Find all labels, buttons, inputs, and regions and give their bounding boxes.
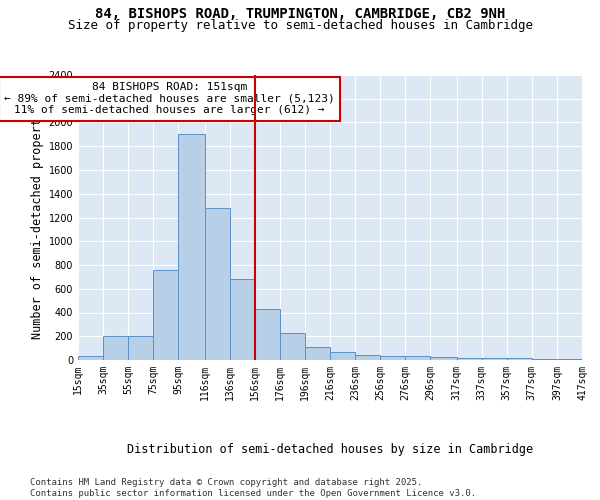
Bar [255,309,280,360]
Bar [355,354,380,360]
Bar [78,356,103,360]
Bar [178,134,205,360]
Bar [405,356,430,360]
Bar [305,347,330,360]
Bar [128,336,153,360]
Text: Contains HM Land Registry data © Crown copyright and database right 2025.
Contai: Contains HM Land Registry data © Crown c… [30,478,476,498]
Bar [230,279,255,360]
Bar [507,358,532,360]
Bar [153,270,178,360]
Bar [103,336,128,360]
Bar [532,359,557,360]
Text: Size of property relative to semi-detached houses in Cambridge: Size of property relative to semi-detach… [67,18,533,32]
Bar [330,352,355,360]
Text: 84, BISHOPS ROAD, TRUMPINGTON, CAMBRIDGE, CB2 9NH: 84, BISHOPS ROAD, TRUMPINGTON, CAMBRIDGE… [95,8,505,22]
Text: 84 BISHOPS ROAD: 151sqm
← 89% of semi-detached houses are smaller (5,123)
11% of: 84 BISHOPS ROAD: 151sqm ← 89% of semi-de… [4,82,335,116]
Y-axis label: Number of semi-detached properties: Number of semi-detached properties [31,96,44,338]
Text: Distribution of semi-detached houses by size in Cambridge: Distribution of semi-detached houses by … [127,442,533,456]
Bar [457,358,482,360]
Bar [482,358,507,360]
Bar [430,357,457,360]
Bar [380,356,405,360]
Bar [205,208,230,360]
Bar [280,332,305,360]
